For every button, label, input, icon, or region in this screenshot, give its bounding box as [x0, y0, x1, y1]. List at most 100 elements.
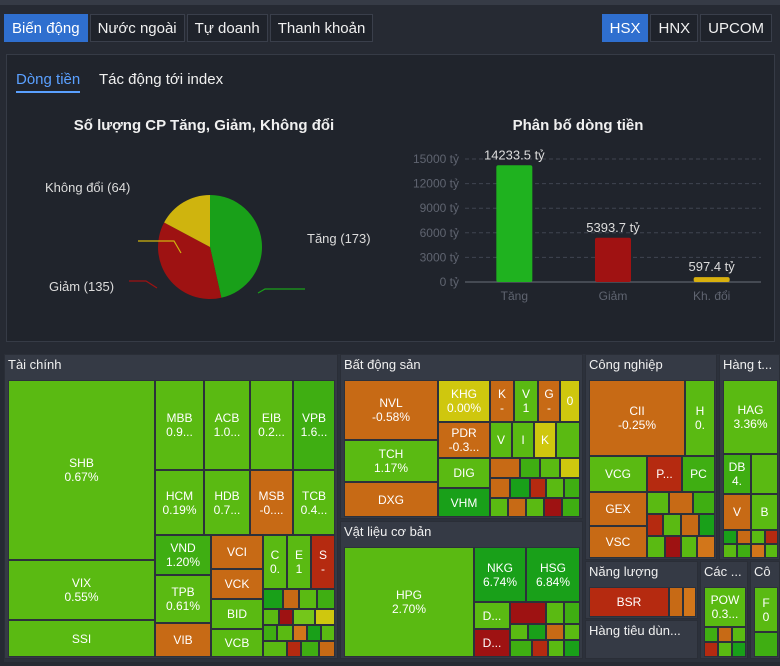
stock-small[interactable]: [564, 640, 580, 657]
bar-0[interactable]: [496, 165, 533, 282]
stock-hsg[interactable]: HSG 6.84%: [526, 547, 580, 602]
stock-vv[interactable]: V: [723, 494, 751, 530]
stock-small[interactable]: [526, 498, 544, 517]
pie-slice-tang[interactable]: [210, 195, 262, 298]
stock-small[interactable]: [510, 640, 532, 657]
stock-eib[interactable]: EIB 0.2...: [250, 380, 293, 470]
stock-d2[interactable]: D...: [474, 629, 510, 657]
stock-nvl[interactable]: NVL -0.58%: [344, 380, 438, 440]
stock-small[interactable]: [510, 624, 528, 640]
stock-small[interactable]: [263, 609, 279, 625]
stock-ii[interactable]: I: [512, 422, 534, 458]
subtab-tac-dong-index[interactable]: Tác động tới index: [99, 71, 224, 88]
sector-hang-tieu-dung[interactable]: Hàng tiêu dùn...: [585, 620, 698, 659]
subtab-dong-tien[interactable]: Dòng tiền: [16, 71, 81, 93]
stock-small[interactable]: [751, 544, 765, 558]
stock-dxg[interactable]: DXG: [344, 482, 438, 517]
stock-small[interactable]: [530, 478, 546, 498]
stock-vnd[interactable]: VND 1.20%: [155, 535, 211, 575]
stock-small[interactable]: [681, 514, 699, 536]
stock-small[interactable]: [647, 536, 665, 558]
stock-small[interactable]: [315, 609, 335, 625]
sector-hang-t[interactable]: Hàng t... HAG 3.36% DB 4. V B: [719, 354, 780, 560]
sector-cac[interactable]: Các ... POW 0.3...: [700, 561, 748, 659]
stock-small[interactable]: [279, 609, 293, 625]
stock-small[interactable]: [319, 641, 335, 657]
stock-small[interactable]: [287, 641, 301, 657]
stock-gex[interactable]: GEX: [589, 492, 647, 526]
pie-slice-khong-doi[interactable]: [164, 195, 210, 247]
stock-hpg[interactable]: HPG 2.70%: [344, 547, 474, 657]
stock-small[interactable]: [317, 589, 335, 609]
stock-small[interactable]: [532, 640, 548, 657]
stock-vi[interactable]: V: [490, 422, 512, 458]
stock-bb[interactable]: B: [751, 494, 778, 530]
stock-khg[interactable]: KHG 0.00%: [438, 380, 490, 422]
stock-small[interactable]: [732, 627, 746, 642]
stock-small[interactable]: [546, 602, 564, 624]
stock-small[interactable]: [490, 458, 520, 478]
sector-bat-dong-san[interactable]: Bất động sản NVL -0.58% TCH 1.17% DXG KHG 0…: [340, 354, 583, 519]
stock-vsc[interactable]: VSC: [589, 526, 647, 558]
stock-small[interactable]: [560, 458, 580, 478]
stock-bsr[interactable]: BSR: [589, 587, 669, 617]
bar-2[interactable]: [693, 277, 730, 282]
tab-upcom[interactable]: UPCOM: [700, 14, 772, 42]
stock-small[interactable]: [718, 642, 732, 657]
stock-tpb[interactable]: TPB 0.61%: [155, 575, 211, 623]
sector-cong-nghiep[interactable]: Công nghiệp CII -0.25% H 0. VCG P... PC GE…: [585, 354, 717, 560]
stock-vcg[interactable]: VCG: [589, 456, 647, 492]
stock-p[interactable]: P...: [647, 456, 682, 492]
stock-vcb[interactable]: VCB: [211, 629, 263, 657]
stock-small[interactable]: [490, 498, 508, 517]
tab-thanh-khoan[interactable]: Thanh khoản: [269, 14, 374, 42]
stock-small[interactable]: [299, 589, 317, 609]
stock-small[interactable]: [321, 625, 335, 641]
stock-small[interactable]: [562, 498, 580, 517]
stock-small[interactable]: [548, 640, 564, 657]
stock-small[interactable]: [647, 514, 663, 536]
stock-small[interactable]: [737, 544, 751, 558]
stock-hcm[interactable]: HCM 0.19%: [155, 470, 204, 535]
sector-vat-lieu[interactable]: Vật liệu cơ bản HPG 2.70% NKG 6.74% HSG 6.8…: [340, 521, 583, 659]
stock-small[interactable]: [528, 624, 546, 640]
stock-small[interactable]: [669, 492, 693, 514]
stock-pow[interactable]: POW 0.3...: [704, 587, 746, 627]
stock-d1[interactable]: D...: [474, 602, 510, 629]
stock-kk[interactable]: K: [534, 422, 556, 458]
stock-small[interactable]: [293, 609, 315, 625]
stock-c[interactable]: C 0.: [263, 535, 287, 589]
stock-small[interactable]: [647, 492, 669, 514]
stock-small[interactable]: [510, 478, 530, 498]
stock-dig[interactable]: DIG: [438, 458, 490, 488]
stock-small[interactable]: [732, 642, 746, 657]
stock-k[interactable]: K-: [490, 380, 514, 422]
stock-small[interactable]: [546, 478, 564, 498]
stock-nkg[interactable]: NKG 6.74%: [474, 547, 526, 602]
stock-vhm[interactable]: VHM: [438, 488, 490, 517]
tab-bien-dong[interactable]: Biến động: [4, 14, 88, 42]
sector-nang-luong[interactable]: Năng lượng BSR: [585, 561, 698, 619]
stock-msb[interactable]: MSB -0....: [250, 470, 293, 535]
stock-pdr[interactable]: PDR -0.3...: [438, 422, 490, 458]
stock-small[interactable]: [490, 478, 510, 498]
stock-small[interactable]: [665, 536, 681, 558]
stock-acb[interactable]: ACB 1.0...: [204, 380, 250, 470]
stock-s[interactable]: S-: [311, 535, 335, 589]
stock-small[interactable]: [564, 602, 580, 624]
stock-small[interactable]: [765, 544, 778, 558]
stock-small[interactable]: [520, 458, 540, 478]
tab-tu-doanh[interactable]: Tự doanh: [186, 14, 268, 42]
stock-small[interactable]: [737, 530, 751, 544]
stock-mbb[interactable]: MBB 0.9...: [155, 380, 204, 470]
stock-small[interactable]: [510, 602, 546, 624]
stock-small[interactable]: [718, 627, 732, 642]
stock-shb[interactable]: SHB 0.67%: [8, 380, 155, 560]
stock-hdb[interactable]: HDB 0.7...: [204, 470, 250, 535]
stock-vck[interactable]: VCK: [211, 569, 263, 599]
stock-g[interactable]: G-: [538, 380, 560, 422]
stock-small[interactable]: [508, 498, 526, 517]
